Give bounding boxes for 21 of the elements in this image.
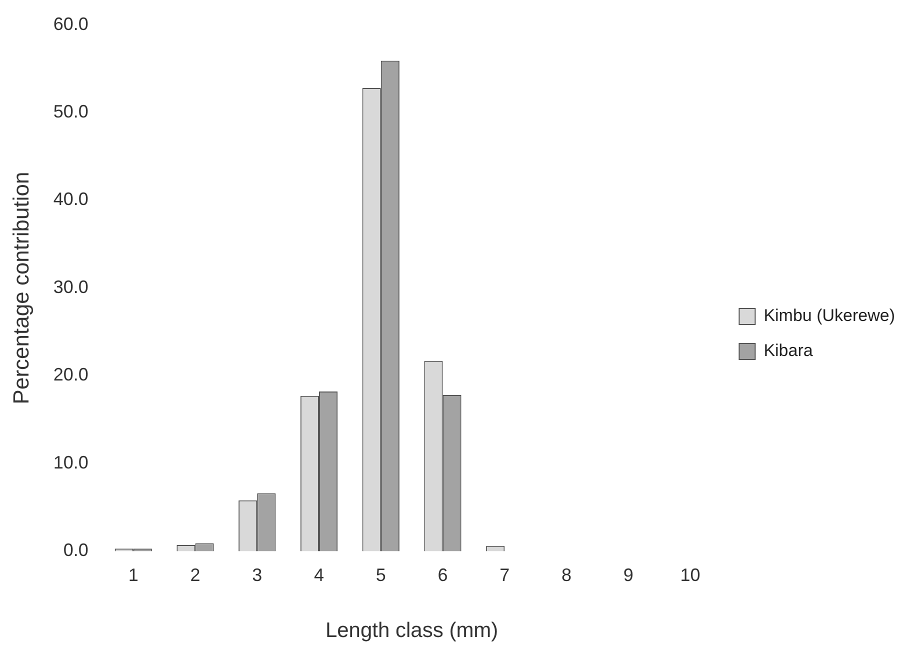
x-tick-label: 10 [680, 564, 700, 585]
x-tick-label: 1 [128, 564, 138, 585]
x-tick-label: 6 [438, 564, 448, 585]
x-tick-label: 5 [376, 564, 386, 585]
y-tick-label: 10.0 [53, 452, 88, 472]
legend-label: Kimbu (Ukerewe) [764, 306, 895, 326]
x-tick-label: 7 [500, 564, 510, 585]
x-tick-label: 3 [252, 564, 262, 585]
y-tick-label: 40.0 [53, 189, 88, 210]
x-tick-label: 2 [190, 564, 200, 585]
legend-label: Kibara [764, 341, 814, 360]
y-axis-title: Percentage contribution [8, 172, 34, 404]
y-tick-label: 30.0 [53, 276, 88, 297]
x-tick-label: 4 [314, 564, 324, 585]
y-tick-label: 60.0 [53, 14, 88, 34]
x-axis-title: Length class (mm) [325, 619, 498, 642]
y-tick-label: 50.0 [53, 102, 88, 122]
y-tick-label: 0.0 [63, 540, 88, 560]
x-tick-label: 9 [623, 564, 634, 585]
x-tick-label: 8 [561, 564, 572, 585]
y-tick-label: 20.0 [53, 364, 88, 385]
